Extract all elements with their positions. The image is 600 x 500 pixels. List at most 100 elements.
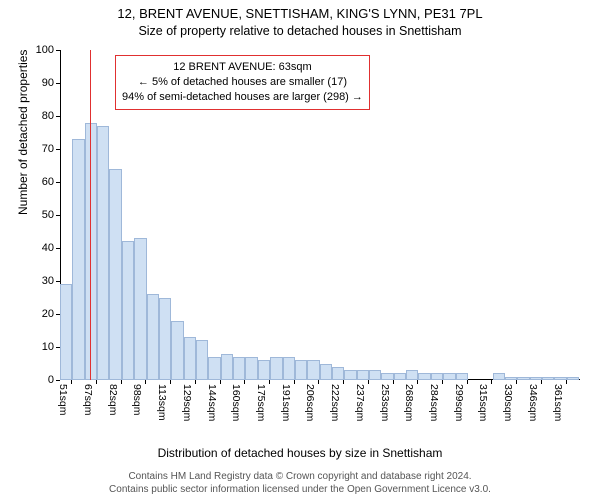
- xtick-mark: [220, 380, 221, 384]
- histogram-bar: [431, 373, 443, 380]
- xtick-label: 268sqm: [403, 384, 415, 421]
- plot-area: 010203040506070809010051sqm67sqm82sqm98s…: [60, 50, 580, 380]
- xtick-label: 237sqm: [354, 384, 366, 421]
- xtick-mark: [318, 380, 319, 384]
- ytick-label: 80: [42, 110, 60, 122]
- histogram-bar: [97, 126, 109, 380]
- histogram-bar: [171, 321, 183, 380]
- xtick-label: 175sqm: [255, 384, 267, 421]
- xtick-label: 315sqm: [477, 384, 489, 421]
- xtick-mark: [516, 380, 517, 384]
- histogram-bar: [147, 294, 159, 380]
- xtick-label: 113sqm: [156, 384, 168, 421]
- xtick-mark: [71, 380, 72, 384]
- xtick-mark: [195, 380, 196, 384]
- ytick-label: 10: [42, 341, 60, 353]
- histogram-bar: [381, 373, 393, 380]
- xtick-label: 51sqm: [57, 384, 69, 416]
- histogram-bar: [258, 360, 270, 380]
- xtick-mark: [145, 380, 146, 384]
- histogram-bar: [369, 370, 381, 380]
- annotation-box: 12 BRENT AVENUE: 63sqm ← 5% of detached h…: [115, 55, 370, 110]
- footnote-line1: Contains HM Land Registry data © Crown c…: [128, 471, 471, 482]
- xtick-label: 346sqm: [527, 384, 539, 421]
- histogram-bar: [542, 377, 554, 380]
- x-axis-label: Distribution of detached houses by size …: [0, 446, 600, 460]
- xtick-label: 361sqm: [552, 384, 564, 421]
- ytick-label: 50: [42, 209, 60, 221]
- xtick-label: 284sqm: [428, 384, 440, 421]
- annotation-line3: 94% of semi-detached houses are larger (…: [122, 91, 363, 103]
- histogram-bar: [418, 373, 430, 380]
- histogram-bar: [567, 377, 579, 380]
- histogram-bar: [307, 360, 319, 380]
- ytick-label: 90: [42, 77, 60, 89]
- xtick-label: 98sqm: [131, 384, 143, 416]
- histogram-bar: [443, 373, 455, 380]
- histogram-bar: [394, 373, 406, 380]
- histogram-bar: [517, 377, 529, 380]
- xtick-mark: [343, 380, 344, 384]
- title-line1: 12, BRENT AVENUE, SNETTISHAM, KING'S LYN…: [0, 6, 600, 21]
- title-line2: Size of property relative to detached ho…: [0, 24, 600, 38]
- annotation-line1: 12 BRENT AVENUE: 63sqm: [173, 61, 311, 73]
- y-axis-label: Number of detached properties: [16, 50, 30, 215]
- xtick-label: 253sqm: [379, 384, 391, 421]
- histogram-bar: [344, 370, 356, 380]
- xtick-label: 82sqm: [107, 384, 119, 416]
- xtick-mark: [442, 380, 443, 384]
- ytick-label: 30: [42, 275, 60, 287]
- histogram-bar: [159, 298, 171, 381]
- xtick-mark: [244, 380, 245, 384]
- ytick-label: 60: [42, 176, 60, 188]
- xtick-mark: [467, 380, 468, 384]
- xtick-label: 222sqm: [329, 384, 341, 421]
- histogram-bar: [270, 357, 282, 380]
- ytick-label: 40: [42, 242, 60, 254]
- xtick-mark: [121, 380, 122, 384]
- histogram-bar: [72, 139, 84, 380]
- histogram-bar: [122, 241, 134, 380]
- xtick-label: 191sqm: [280, 384, 292, 421]
- histogram-bar: [60, 284, 72, 380]
- xtick-label: 206sqm: [304, 384, 316, 421]
- xtick-label: 129sqm: [181, 384, 193, 421]
- footnote: Contains HM Land Registry data © Crown c…: [0, 470, 600, 496]
- histogram-bar: [196, 340, 208, 380]
- histogram-bar: [233, 357, 245, 380]
- histogram-bar: [320, 364, 332, 381]
- histogram-bar: [245, 357, 257, 380]
- histogram-bar: [208, 357, 220, 380]
- xtick-mark: [566, 380, 567, 384]
- ytick-label: 100: [36, 44, 60, 56]
- histogram-bar: [184, 337, 196, 380]
- xtick-mark: [294, 380, 295, 384]
- reference-line: [90, 50, 91, 380]
- ytick-label: 70: [42, 143, 60, 155]
- xtick-mark: [491, 380, 492, 384]
- histogram-bar: [283, 357, 295, 380]
- xtick-mark: [269, 380, 270, 384]
- xtick-label: 67sqm: [82, 384, 94, 416]
- histogram-bar: [109, 169, 121, 380]
- ytick-label: 20: [42, 308, 60, 320]
- histogram-bar: [221, 354, 233, 380]
- figure: 12, BRENT AVENUE, SNETTISHAM, KING'S LYN…: [0, 0, 600, 500]
- xtick-label: 330sqm: [502, 384, 514, 421]
- histogram-bar: [357, 370, 369, 380]
- histogram-bar: [134, 238, 146, 380]
- histogram-bar: [295, 360, 307, 380]
- xtick-label: 144sqm: [206, 384, 218, 421]
- footnote-line2: Contains public sector information licen…: [109, 484, 491, 495]
- annotation-line2: ← 5% of detached houses are smaller (17): [138, 76, 347, 88]
- histogram-bar: [406, 370, 418, 380]
- xtick-mark: [170, 380, 171, 384]
- xtick-mark: [541, 380, 542, 384]
- histogram-bar: [456, 373, 468, 380]
- xtick-label: 299sqm: [453, 384, 465, 421]
- histogram-bar: [493, 373, 505, 380]
- xtick-mark: [393, 380, 394, 384]
- xtick-label: 160sqm: [230, 384, 242, 421]
- xtick-mark: [96, 380, 97, 384]
- xtick-mark: [368, 380, 369, 384]
